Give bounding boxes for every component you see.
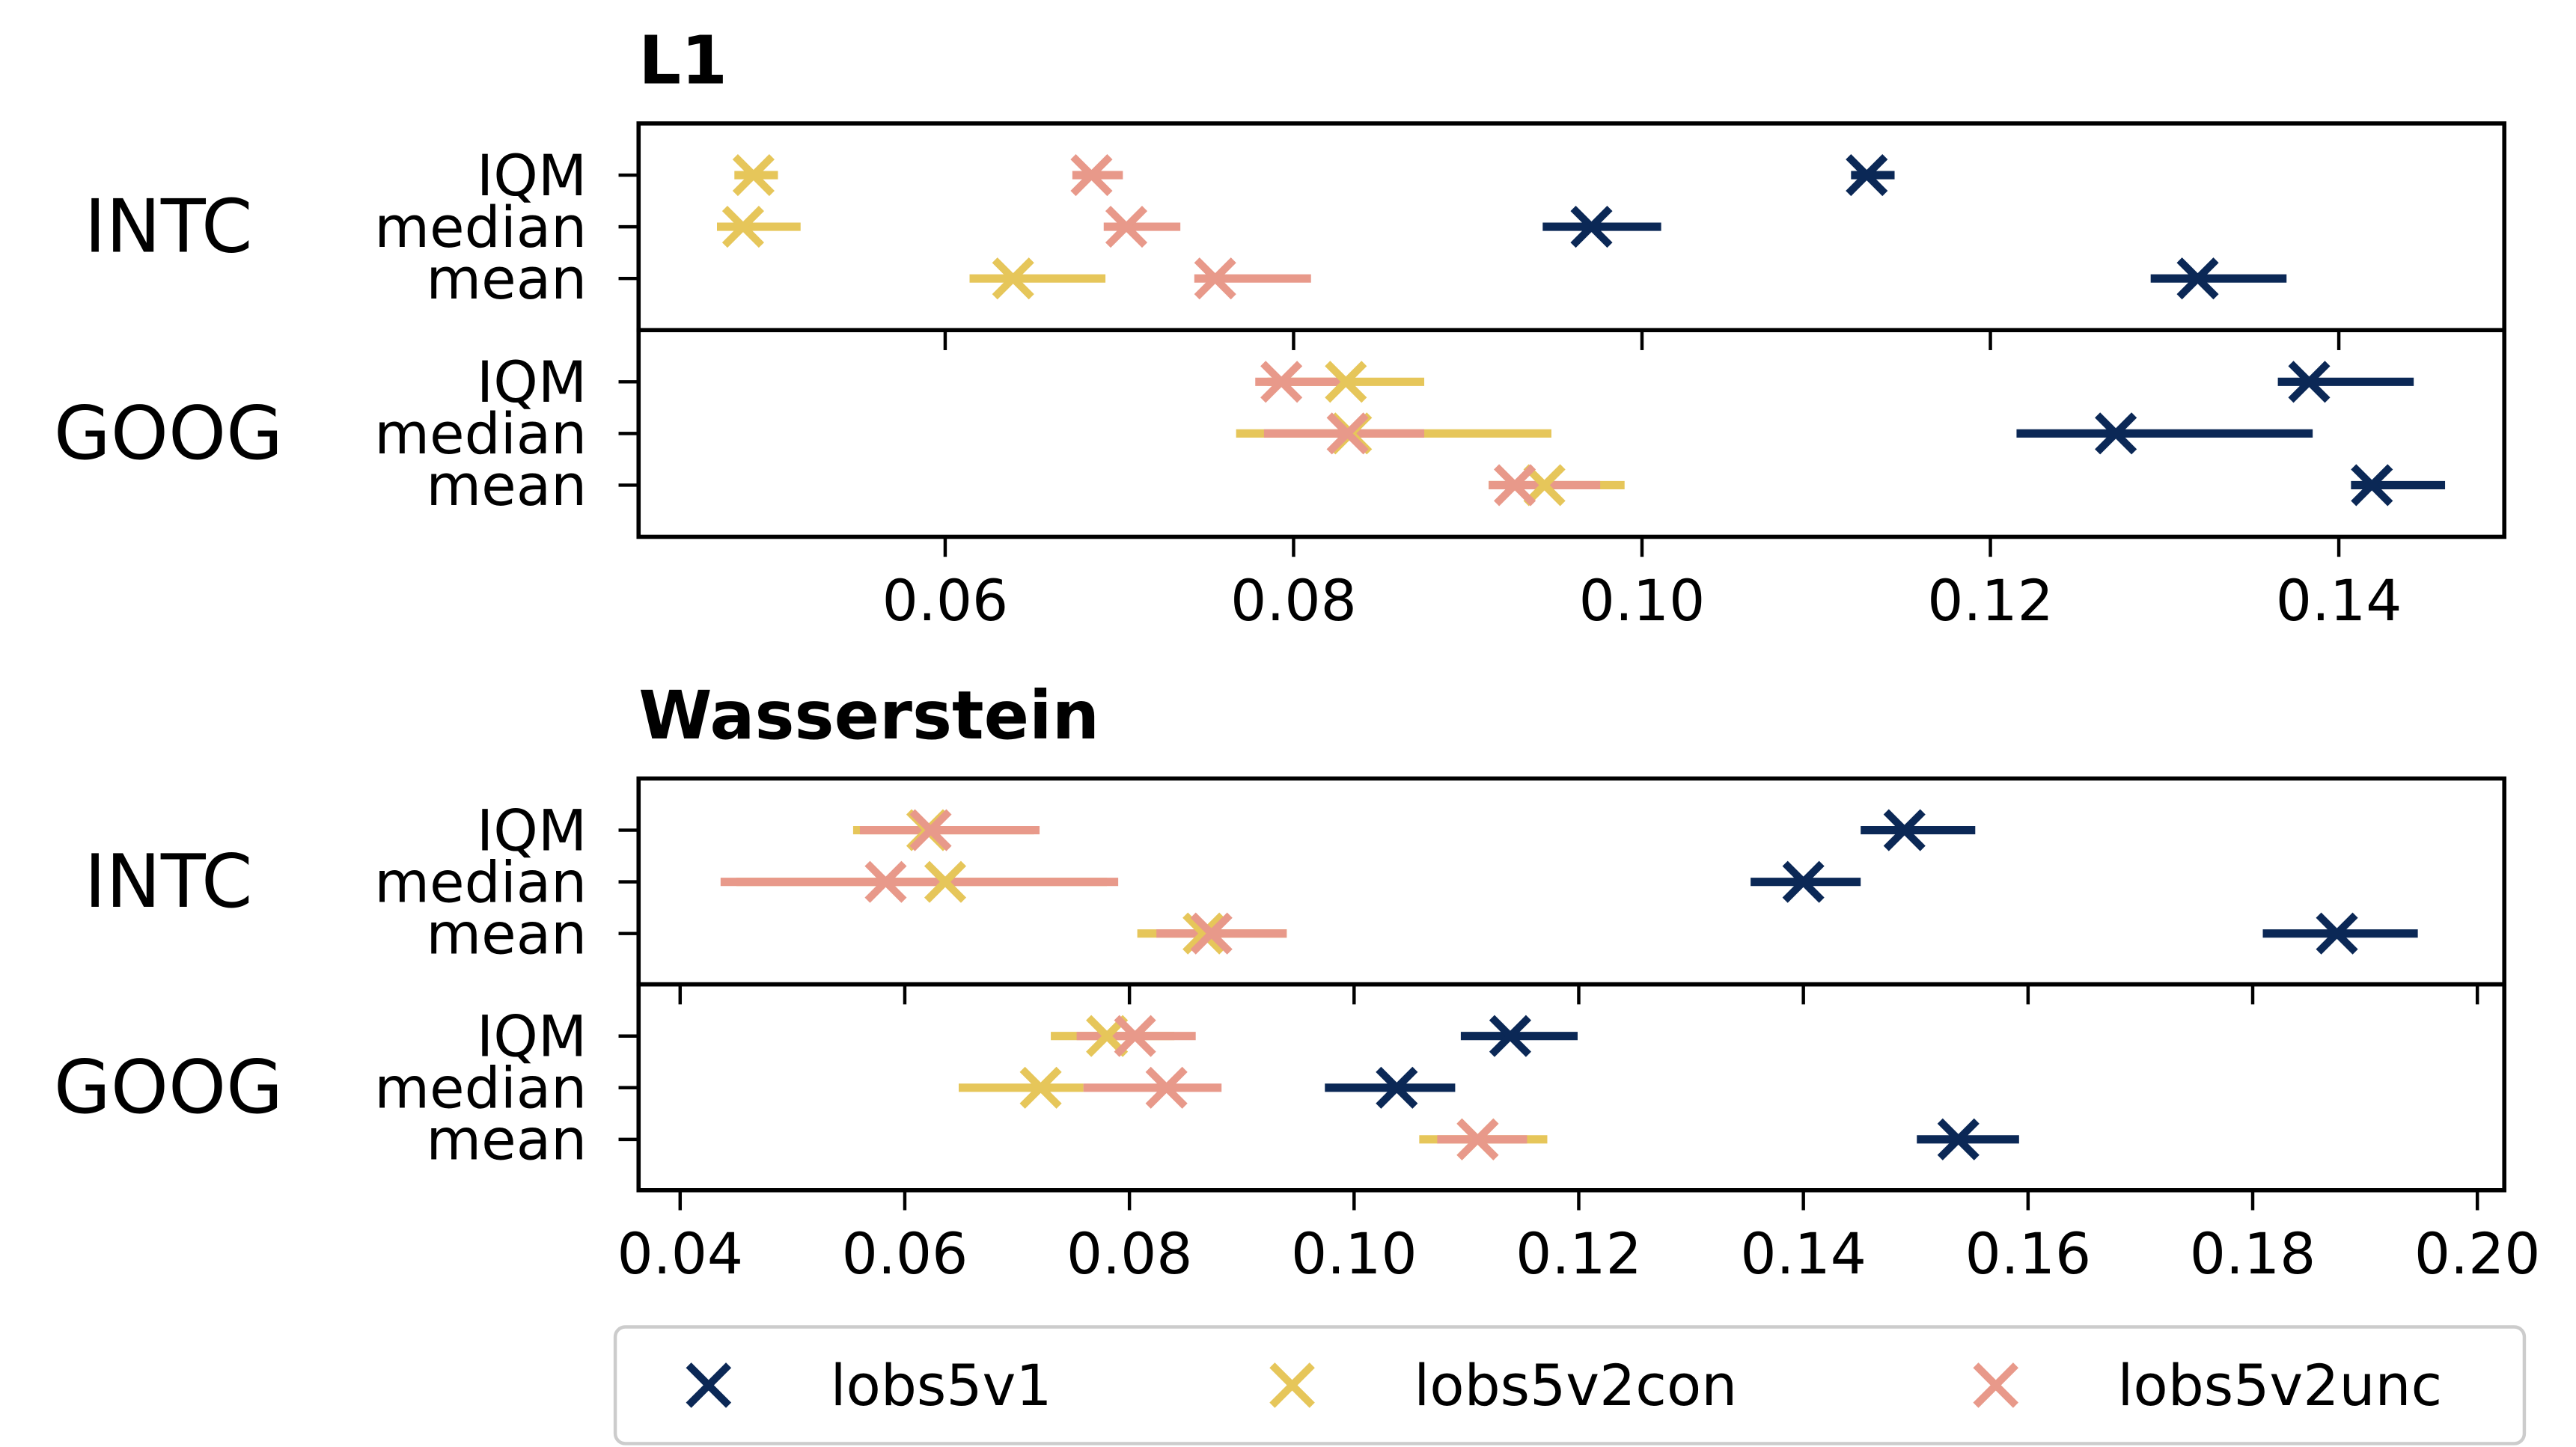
point-lobs5v1 — [1489, 1015, 1531, 1057]
x-tick-label: 0.18 — [2190, 1221, 2316, 1287]
point-lobs5v2con — [1182, 912, 1225, 955]
y-tick-label: mean — [426, 246, 587, 312]
x-tick-label: 0.04 — [617, 1221, 743, 1287]
y-tick-label: IQM — [477, 349, 587, 415]
legend-marker-lobs5v2unc — [1973, 1362, 2018, 1408]
point-lobs5v2unc — [1326, 412, 1369, 455]
point-lobs5v2con — [721, 206, 764, 248]
point-lobs5v1 — [1570, 206, 1613, 248]
y-tick-label: mean — [426, 1107, 587, 1173]
group-label-goog: GOOG — [54, 391, 283, 477]
point-lobs5v2con — [992, 257, 1034, 300]
point-lobs5v1 — [1846, 153, 1888, 197]
point-lobs5v2con — [1019, 1066, 1062, 1109]
point-lobs5v1 — [2095, 412, 2137, 455]
group-label-intc: INTC — [85, 185, 253, 270]
point-lobs5v2unc — [1145, 1066, 1188, 1109]
point-lobs5v1 — [1937, 1118, 1980, 1160]
point-lobs5v1 — [2316, 912, 2358, 955]
x-tick-label: 0.12 — [1927, 568, 2054, 634]
x-tick-label: 0.16 — [1965, 1221, 2092, 1287]
point-lobs5v2con — [1325, 361, 1367, 403]
point-lobs5v2unc — [1105, 206, 1148, 248]
x-tick-label: 0.10 — [1291, 1221, 1417, 1287]
y-tick-label: IQM — [477, 1003, 587, 1069]
y-tick-label: mean — [426, 453, 587, 518]
y-tick-label: IQM — [477, 143, 587, 209]
chart-title-wasserstein: Wasserstein — [638, 677, 1099, 755]
point-lobs5v2unc — [1190, 912, 1233, 955]
y-tick-label: median — [374, 401, 587, 467]
y-tick-label: IQM — [477, 798, 587, 863]
point-lobs5v2unc — [1260, 361, 1303, 403]
x-tick-label: 0.08 — [1066, 1221, 1193, 1287]
point-lobs5v2unc — [909, 809, 952, 851]
point-lobs5v2unc — [1070, 153, 1113, 197]
legend-marker-lobs5v1 — [686, 1362, 732, 1408]
chart-title-l1: L1 — [638, 22, 727, 100]
point-lobs5v2unc — [1194, 257, 1236, 300]
x-tick-label: 0.12 — [1516, 1221, 1642, 1287]
panel-frame-bottom — [636, 982, 2506, 1193]
point-lobs5v2unc — [1494, 464, 1536, 507]
point-lobs5v1 — [2176, 257, 2219, 300]
legend-label-lobs5v1: lobs5v1 — [830, 1353, 1052, 1419]
x-tick-label: 0.08 — [1230, 568, 1357, 634]
x-tick-label: 0.06 — [842, 1221, 968, 1287]
legend-box — [613, 1325, 2527, 1446]
x-tick-label: 0.14 — [2276, 568, 2402, 634]
y-tick-label: median — [374, 849, 587, 915]
point-lobs5v2unc — [1114, 1015, 1156, 1057]
x-tick-label: 0.20 — [2414, 1221, 2541, 1287]
x-tick-label: 0.06 — [882, 568, 1009, 634]
point-lobs5v1 — [1883, 809, 1926, 851]
point-lobs5v2con — [924, 860, 967, 903]
legend: lobs5v1 lobs5v2con lobs5v2unc — [613, 1325, 2527, 1446]
point-lobs5v1 — [2288, 361, 2331, 403]
legend-marker-lobs5v2con — [1269, 1362, 1315, 1408]
point-lobs5v1 — [2351, 464, 2393, 507]
y-tick-label: mean — [426, 901, 587, 967]
panel-frame-bottom — [636, 328, 2506, 539]
legend-label-lobs5v2con: lobs5v2con — [1414, 1353, 1737, 1419]
y-tick-label: median — [374, 1056, 587, 1122]
point-lobs5v1 — [1376, 1066, 1418, 1109]
legend-label-lobs5v2unc: lobs5v2unc — [2117, 1353, 2442, 1419]
x-tick-label: 0.14 — [1740, 1221, 1867, 1287]
point-lobs5v2unc — [864, 860, 907, 903]
point-lobs5v1 — [1782, 860, 1825, 903]
point-lobs5v2unc — [1456, 1118, 1499, 1160]
y-tick-label: median — [374, 195, 587, 260]
x-tick-label: 0.10 — [1579, 568, 1706, 634]
group-label-intc: INTC — [85, 839, 253, 925]
group-label-goog: GOOG — [54, 1045, 283, 1131]
point-lobs5v2con — [732, 153, 775, 197]
